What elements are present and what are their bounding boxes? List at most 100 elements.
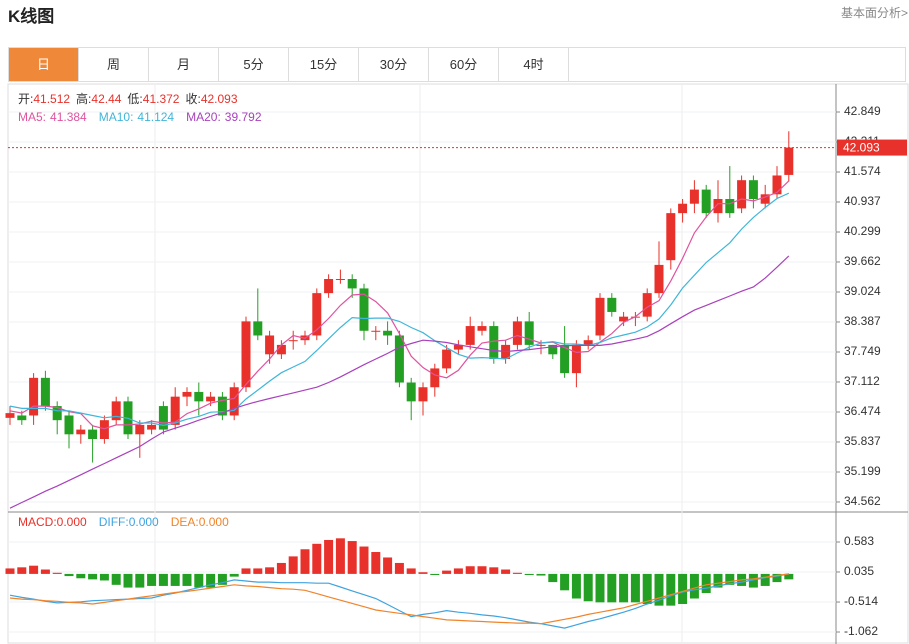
legend-value: 41.384: [50, 110, 87, 124]
macd-bar: [524, 573, 534, 575]
macd-bar: [418, 572, 428, 574]
macd-bar: [477, 566, 487, 574]
macd-bar: [135, 573, 145, 588]
y-tick-label: 38.387: [844, 314, 881, 328]
macd-bar: [430, 573, 440, 575]
candle-body: [406, 382, 416, 402]
candle-body: [99, 420, 109, 440]
macd-bar: [760, 573, 770, 586]
candle-body: [442, 349, 452, 369]
candle-body: [371, 330, 381, 332]
legend-value: 0.000: [129, 515, 159, 529]
macd-bar: [383, 557, 393, 574]
y-tick-label: 40.937: [844, 194, 881, 208]
macd-bar: [241, 568, 251, 574]
candle-body: [276, 344, 286, 355]
macd-bar: [123, 573, 133, 588]
candle-body: [689, 189, 699, 204]
period-tab[interactable]: 月: [149, 48, 219, 81]
macd-bar: [748, 573, 758, 588]
macd-bar: [312, 543, 322, 574]
macd-bar: [583, 573, 593, 602]
analysis-link[interactable]: 基本面分析>: [840, 6, 908, 20]
candle-body: [170, 396, 180, 425]
period-tab[interactable]: 5分: [219, 48, 289, 81]
macd-bar: [52, 572, 62, 574]
candle-body: [760, 194, 770, 204]
candle-body: [560, 344, 570, 374]
y-tick-label: 37.749: [844, 344, 881, 358]
candle-body: [477, 326, 487, 331]
legend-label: MA5:: [18, 110, 46, 124]
macd-bar: [29, 565, 39, 574]
y-tick-label: 36.474: [844, 404, 881, 418]
macd-bar: [217, 573, 227, 585]
macd-bar: [335, 538, 345, 574]
candle-body: [536, 344, 546, 346]
candle-body: [5, 413, 15, 418]
candle-body: [347, 279, 357, 289]
ohlc-label: 低:: [127, 92, 142, 106]
candle-body: [76, 429, 86, 435]
candle-body: [489, 326, 499, 360]
macd-bar: [276, 562, 286, 574]
candle-body: [40, 377, 50, 407]
period-tab[interactable]: 30分: [359, 48, 429, 81]
macd-bar: [536, 573, 546, 576]
macd-bar: [512, 572, 522, 574]
y-tick-label: 0.035: [844, 564, 874, 578]
macd-bar: [630, 573, 640, 603]
candle-body: [701, 189, 711, 214]
y-tick-label: -1.062: [844, 624, 878, 638]
macd-bar: [182, 573, 192, 586]
period-tab[interactable]: 周: [79, 48, 149, 81]
candle-body: [288, 340, 298, 342]
macd-bar: [784, 573, 794, 580]
candle-body: [88, 429, 98, 440]
macd-bar: [489, 567, 499, 574]
macd-bar: [371, 552, 381, 574]
ohlc-value: 41.372: [143, 92, 180, 106]
ohlc-value: 42.093: [201, 92, 238, 106]
macd-bar: [772, 573, 782, 583]
period-tab[interactable]: 日: [9, 48, 79, 81]
ma-line: [9, 180, 790, 430]
macd-bar: [678, 573, 688, 604]
candle-body: [111, 401, 121, 421]
macd-bar: [111, 573, 121, 585]
y-tick-label: 0.583: [844, 534, 874, 548]
period-tab[interactable]: 15分: [289, 48, 359, 81]
legend-value: 0.000: [57, 515, 87, 529]
macd-bar: [265, 567, 275, 574]
candle-body: [430, 368, 440, 388]
macd-bar: [607, 573, 617, 603]
legend-label: MA10:: [99, 110, 134, 124]
candle-body: [607, 297, 617, 312]
legend-value: 0.000: [199, 515, 229, 529]
period-tab[interactable]: 60分: [429, 48, 499, 81]
macd-bar: [40, 569, 50, 574]
macd-bar: [76, 573, 86, 579]
macd-bar: [147, 573, 157, 586]
macd-bar: [453, 568, 463, 574]
ma-line: [9, 255, 790, 509]
candle-body: [548, 344, 558, 355]
candle-body: [619, 316, 629, 322]
y-tick-label: 41.574: [844, 164, 881, 178]
macd-bar: [5, 568, 15, 574]
candle-body: [748, 180, 758, 200]
period-tabs: 日周月 5分 15分 30分 60分 4时: [8, 47, 906, 82]
candle-body: [253, 321, 263, 336]
macd-bar: [170, 573, 180, 586]
y-tick-label: 40.299: [844, 224, 881, 238]
macd-bar: [701, 573, 711, 594]
candle-body: [64, 415, 74, 435]
candle-body: [335, 279, 345, 281]
candle-body: [265, 335, 275, 355]
period-tab[interactable]: 4时: [499, 48, 569, 81]
y-tick-label: 39.024: [844, 284, 881, 298]
macd-bar: [642, 573, 652, 604]
candle-body: [52, 406, 62, 421]
page-title: K线图: [8, 7, 55, 26]
